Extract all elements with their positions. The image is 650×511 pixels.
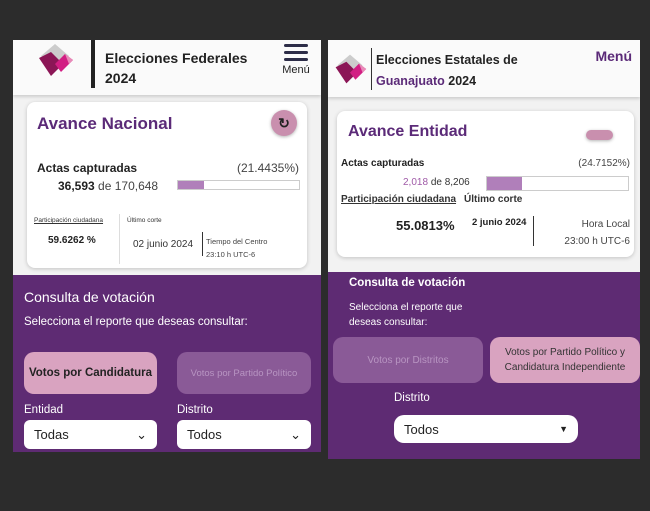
actas-progress-bar [486, 176, 629, 191]
distrito-select[interactable]: Todos ▼ [394, 415, 578, 443]
corte-label: Último corte [127, 217, 162, 224]
divider [202, 232, 203, 256]
card-title: Avance Nacional [37, 114, 173, 133]
participacion-value: 59.6262 % [48, 235, 96, 246]
consulta-title: Consulta de votación [349, 277, 466, 289]
title-line1: Elecciones Estatales de [376, 53, 518, 67]
votos-partido-button[interactable]: Votos por Partido Político [177, 352, 311, 394]
corte-time: 23:00 h UTC-6 [564, 236, 630, 247]
corte-time: 23:10 h UTC-6 [206, 250, 256, 259]
actas-total: de 170,648 [98, 179, 159, 193]
consulta-title: Consulta de votación [24, 289, 155, 305]
progress-fill [487, 177, 522, 190]
divider [371, 48, 372, 90]
card-title: Avance Entidad [348, 123, 468, 140]
actas-percent: (24.7152%) [578, 158, 630, 169]
corte-zone: Tiempo del Centro [206, 237, 268, 246]
federal-panel: Elecciones Federales 2024 Menú Avance Na… [13, 40, 321, 452]
button-line2: Candidatura Independiente [504, 362, 626, 373]
actas-count: 2,018 [403, 177, 429, 188]
title-state: Guanajuato [376, 74, 445, 88]
actas-label: Actas capturadas [341, 158, 425, 169]
corte-zone-block: Hora Local 23:00 h UTC-6 [564, 216, 630, 250]
actas-label: Actas capturadas [37, 161, 138, 175]
title-line2: 2024 [105, 70, 137, 86]
votos-partido-button[interactable]: Votos por Partido Político y Candidatura… [490, 337, 640, 383]
divider [91, 40, 95, 88]
chevron-down-icon: ⌄ [136, 426, 147, 442]
consulta-subtitle: Selecciona el reporte que deseas consult… [349, 300, 462, 330]
entidad-label: Entidad [24, 404, 64, 416]
button-line1: Votos por Partido Político y [504, 347, 626, 358]
actas-count: 36,593 [58, 179, 95, 193]
entidad-select[interactable]: Todas ⌄ [24, 420, 157, 449]
header: Elecciones Federales 2024 Menú [13, 40, 321, 95]
consulta-subtitle: Selecciona el reporte que deseas consult… [24, 316, 248, 328]
entidad-value: Todas [34, 427, 69, 442]
corte-zone-block: Tiempo del Centro 23:10 h UTC-6 [206, 235, 267, 261]
actas-progress-bar [177, 180, 300, 190]
distrito-label: Distrito [177, 404, 213, 416]
participacion-link[interactable]: Participación ciudadana [34, 217, 104, 224]
header-title: Elecciones Estatales de Guanajuato 2024 [376, 50, 518, 92]
corte-zone: Hora Local [581, 219, 630, 230]
corte-label: Último corte [464, 194, 523, 205]
title-line1: Elecciones Federales [105, 50, 248, 66]
divider [119, 214, 120, 264]
corte-date: 2 junio 2024 [472, 217, 527, 228]
corte-date: 02 junio 2024 [133, 239, 194, 250]
hamburger-icon [281, 44, 311, 61]
subtitle-line2: deseas consultar: [349, 317, 428, 328]
participacion-link[interactable]: Participación ciudadana [341, 194, 457, 205]
actas-total: de 8,206 [430, 177, 470, 188]
actas-count-row: 36,593 de 170,648 [58, 179, 158, 193]
distrito-value: Todos [404, 421, 439, 437]
header: Elecciones Estatales de Guanajuato 2024 … [328, 40, 640, 97]
votos-distritos-button[interactable]: Votos por Distritos [333, 337, 483, 383]
consulta-section: Consulta de votación Selecciona el repor… [328, 272, 640, 459]
estatal-panel: Elecciones Estatales de Guanajuato 2024 … [328, 40, 640, 459]
refresh-button[interactable]: ↻ [271, 110, 297, 136]
menu-button[interactable]: Menú [281, 42, 311, 76]
divider [533, 216, 534, 246]
logo-icon [335, 54, 367, 84]
distrito-select[interactable]: Todos ⌄ [177, 420, 311, 449]
chevron-down-icon: ⌄ [290, 426, 301, 442]
title-year: 2024 [448, 74, 477, 88]
header-title: Elecciones Federales 2024 [105, 48, 247, 88]
progress-fill [178, 181, 204, 189]
votos-candidatura-button[interactable]: Votos por Candidatura [24, 352, 157, 394]
subtitle-line1: Selecciona el reporte que [349, 302, 463, 313]
toggle-button[interactable] [586, 130, 613, 140]
distrito-label: Distrito [394, 392, 430, 404]
avance-entidad-card: Avance Entidad Actas capturadas (24.7152… [337, 111, 634, 257]
participacion-value: 55.0813% [396, 218, 455, 233]
avance-nacional-card: Avance Nacional ↻ Actas capturadas (21.4… [27, 102, 307, 268]
menu-label: Menú [282, 64, 310, 76]
actas-count-row: 2,018 de 8,206 [403, 177, 470, 188]
menu-button[interactable]: Menú [595, 48, 632, 64]
caret-down-icon: ▼ [559, 424, 568, 434]
distrito-value: Todos [187, 427, 222, 442]
logo-icon [39, 44, 73, 76]
actas-percent: (21.4435%) [236, 161, 299, 175]
consulta-section: Consulta de votación Selecciona el repor… [13, 275, 321, 452]
